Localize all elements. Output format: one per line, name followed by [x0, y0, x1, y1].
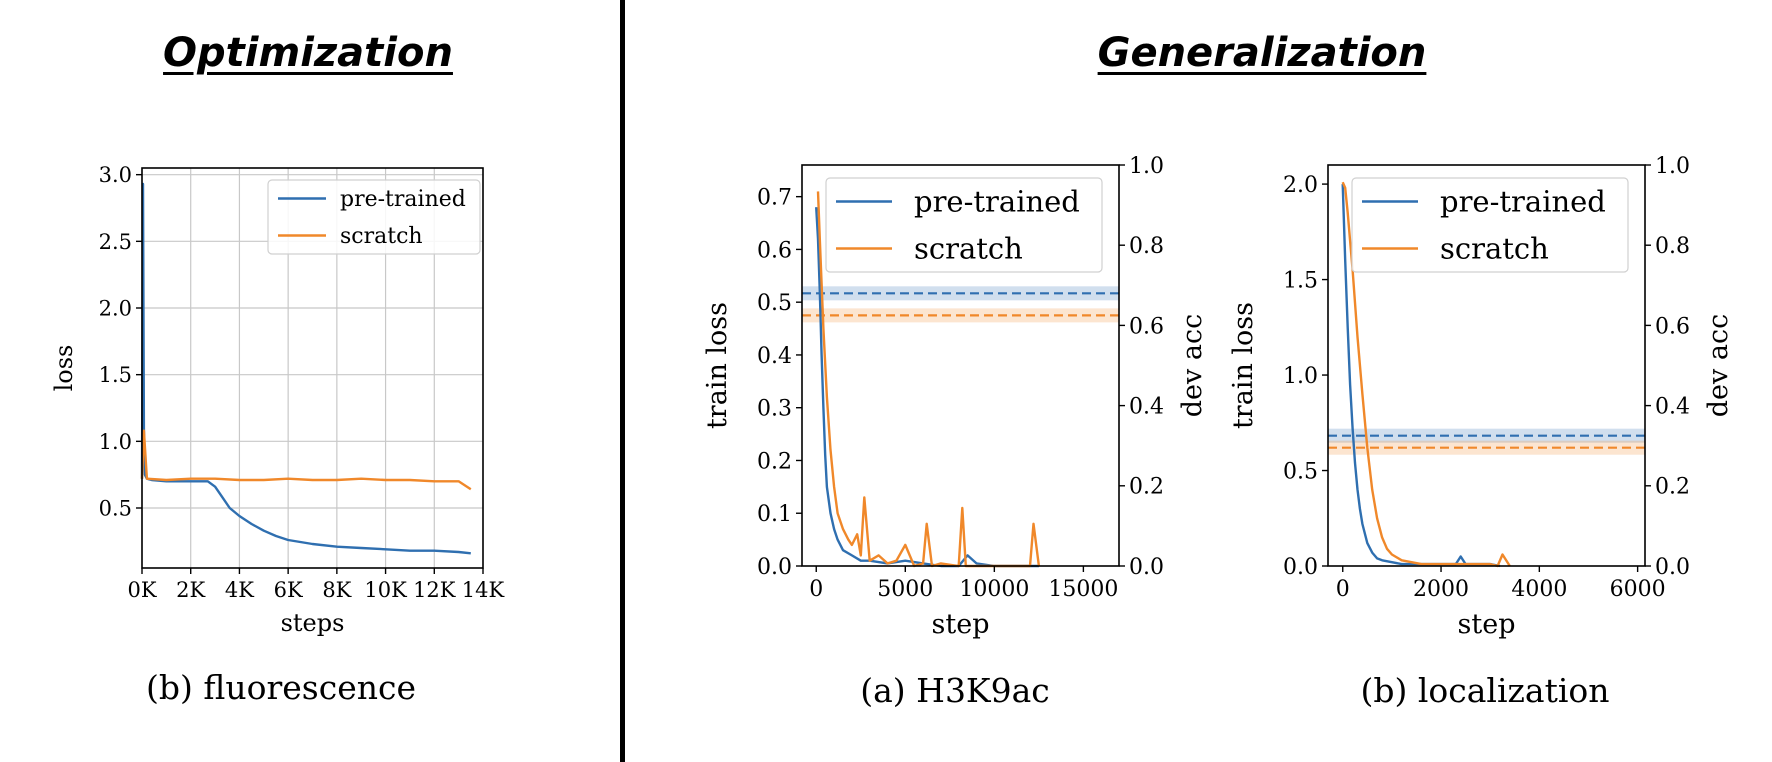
- fluorescence-x-tick-label: 14K: [462, 578, 505, 602]
- fluorescence-x-tick-label: 0K: [127, 578, 156, 602]
- fluorescence-plot-frame: [141, 167, 484, 569]
- localization-x-tick-label: 6000: [1610, 577, 1666, 602]
- localization-x-tick-label: 2000: [1413, 577, 1469, 602]
- section-divider: [620, 0, 625, 762]
- h3k9ac-caption: (a) H3K9ac: [860, 671, 1050, 710]
- localization-y-axis-label: train loss: [1228, 302, 1259, 429]
- localization-y-tick-label: 0.5: [1283, 459, 1318, 484]
- localization-pre-trained-series-line: [1341, 184, 1501, 568]
- localization-scratch-series-line: [1341, 181, 1511, 568]
- fluorescence-caption: (b) fluorescence: [145, 668, 417, 707]
- h3k9ac-y2-tick-label: 0.8: [1129, 234, 1164, 259]
- localization-x-tick-label: 4000: [1511, 577, 1567, 602]
- fluorescence-y-tick-label: 2.0: [99, 297, 132, 321]
- fluorescence-y-tick-label: 0.5: [99, 497, 132, 521]
- optimization-heading: Optimization: [163, 30, 453, 76]
- h3k9ac-plot-frame: [801, 164, 1120, 567]
- h3k9ac-y-tick-label: 0.3: [757, 397, 792, 422]
- fluorescence-y-tick-label: 2.5: [99, 230, 132, 254]
- h3k9ac-y-tick-label: 0.7: [757, 186, 792, 211]
- fluorescence-scratch-series-line: [140, 429, 472, 491]
- localization-y2-tick-label: 0.8: [1655, 234, 1690, 259]
- h3k9ac-y2-tick-label: 1.0: [1129, 154, 1164, 179]
- h3k9ac-y2-tick-label: 0.0: [1129, 555, 1164, 580]
- h3k9ac-y-tick-label: 0.1: [757, 502, 792, 527]
- h3k9ac-x-tick-label: 5000: [877, 577, 933, 602]
- localization-plot-frame: [1327, 164, 1646, 567]
- localization-pre-trained-legend-label: pre-trained: [1440, 185, 1606, 219]
- fluorescence-pre-trained-legend-label: pre-trained: [340, 187, 466, 212]
- h3k9ac-y-tick-label: 0.2: [757, 449, 792, 474]
- h3k9ac-y-tick-label: 0.4: [757, 344, 792, 369]
- localization-y2-tick-label: 0.6: [1655, 314, 1690, 339]
- fluorescence-x-tick-label: 8K: [322, 578, 351, 602]
- localization-y-tick-label: 2.0: [1283, 173, 1318, 198]
- localization-y2-tick-label: 0.4: [1655, 395, 1690, 420]
- localization-y-tick-label: 0.0: [1283, 555, 1318, 580]
- localization-x-tick-label: 0: [1336, 577, 1350, 602]
- h3k9ac-x-axis-label: step: [932, 609, 990, 640]
- fluorescence-x-tick-label: 6K: [274, 578, 303, 602]
- generalization-heading: Generalization: [1097, 30, 1427, 76]
- h3k9ac-x-tick-label: 15000: [1048, 577, 1118, 602]
- fluorescence-x-tick-label: 12K: [413, 578, 456, 602]
- fluorescence-scratch-legend-label: scratch: [340, 224, 423, 249]
- localization-x-axis-label: step: [1458, 609, 1516, 640]
- h3k9ac-pre-trained-legend-label: pre-trained: [914, 185, 1080, 219]
- fluorescence-y-axis-label: loss: [50, 345, 78, 392]
- localization-scratch-legend-label: scratch: [1440, 232, 1549, 266]
- fluorescence-x-tick-label: 4K: [225, 578, 254, 602]
- localization-y-tick-label: 1.5: [1283, 268, 1318, 293]
- h3k9ac-x-tick-label: 10000: [959, 577, 1029, 602]
- fluorescence-x-tick-label: 2K: [176, 578, 205, 602]
- localization-y-tick-label: 1.0: [1283, 364, 1318, 389]
- fluorescence-x-axis-label: steps: [281, 609, 345, 637]
- localization-y2-axis-label: dev acc: [1703, 314, 1734, 417]
- localization-y2-tick-label: 0.0: [1655, 555, 1690, 580]
- h3k9ac-y2-tick-label: 0.6: [1129, 314, 1164, 339]
- fluorescence-y-tick-label: 1.0: [99, 430, 132, 454]
- h3k9ac-y2-axis-label: dev acc: [1177, 314, 1208, 417]
- h3k9ac-y-tick-label: 0.0: [757, 555, 792, 580]
- h3k9ac-y-tick-label: 0.5: [757, 291, 792, 316]
- localization-caption: (b) localization: [1360, 671, 1610, 710]
- h3k9ac-y-tick-label: 0.6: [757, 238, 792, 263]
- h3k9ac-x-tick-label: 0: [809, 577, 823, 602]
- h3k9ac-y2-tick-label: 0.2: [1129, 475, 1164, 500]
- h3k9ac-y-axis-label: train loss: [702, 302, 733, 429]
- fluorescence-y-tick-label: 3.0: [99, 163, 132, 187]
- h3k9ac-scratch-legend-label: scratch: [914, 232, 1023, 266]
- h3k9ac-legend-box: [825, 177, 1103, 273]
- localization-legend-box: [1351, 177, 1629, 273]
- h3k9ac-y2-tick-label: 0.4: [1129, 395, 1164, 420]
- localization-y2-tick-label: 1.0: [1655, 154, 1690, 179]
- localization-y2-tick-label: 0.2: [1655, 475, 1690, 500]
- h3k9ac-pre-trained-series-line: [815, 207, 1039, 568]
- fluorescence-y-tick-label: 1.5: [99, 363, 132, 387]
- fluorescence-x-tick-label: 10K: [364, 578, 407, 602]
